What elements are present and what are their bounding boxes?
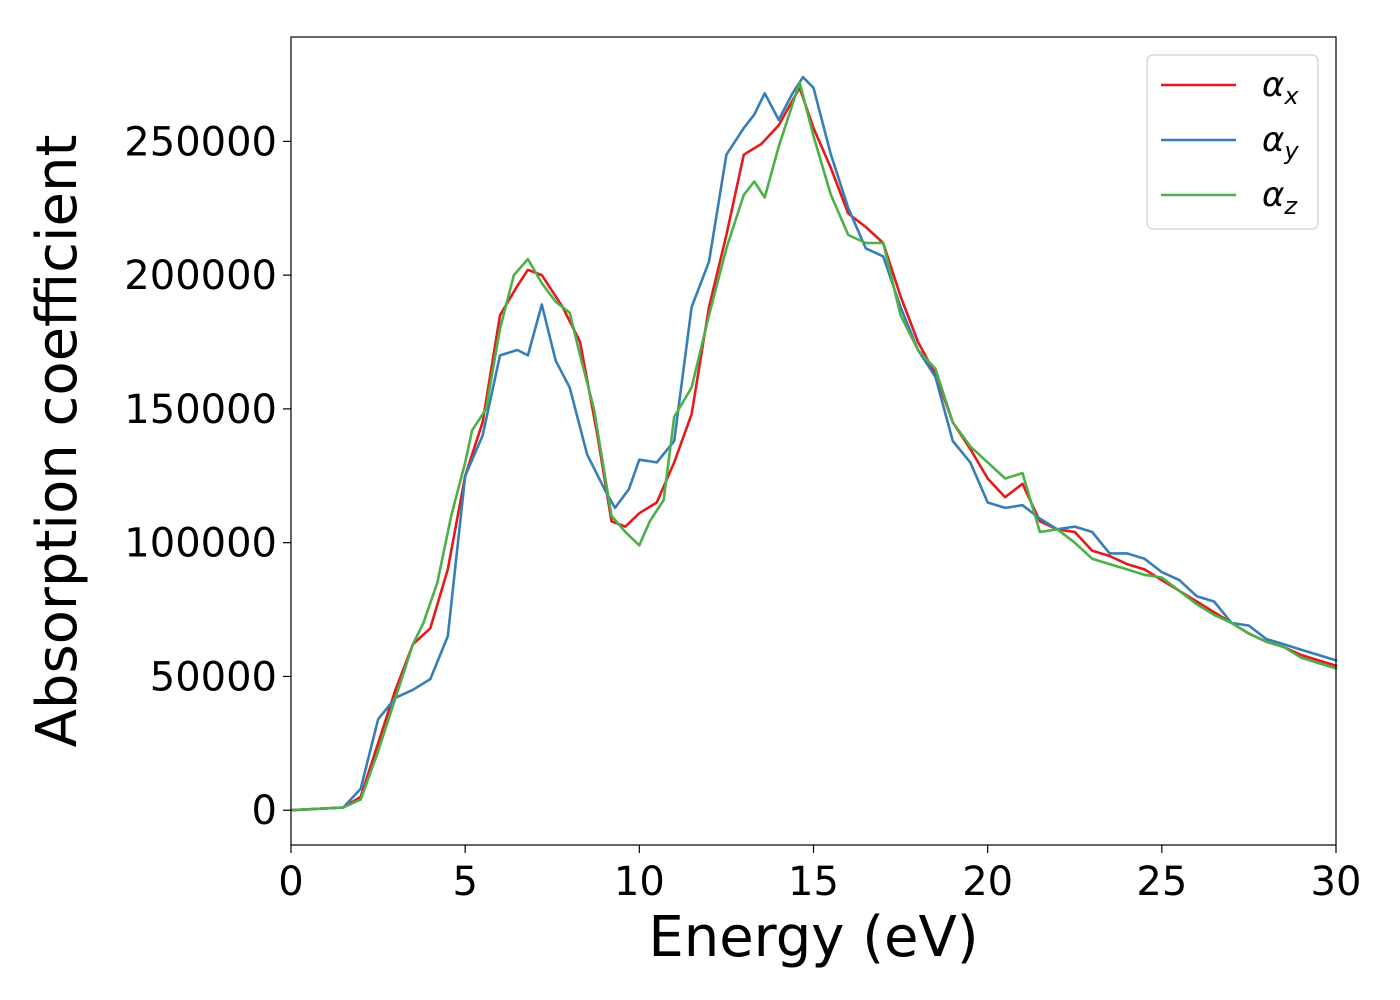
x-axis-label: Energy (eV) bbox=[648, 905, 978, 970]
y-tick-label: 50000 bbox=[150, 654, 277, 700]
series-line-y bbox=[289, 75, 1338, 812]
x-tick-label: 20 bbox=[962, 859, 1013, 905]
legend-label-x: αx bbox=[1262, 65, 1299, 110]
series-line-z bbox=[289, 81, 1338, 812]
legend: αx αy αz bbox=[1146, 54, 1319, 230]
y-axis: 0 50000 100000 150000 200000 250000 bbox=[124, 119, 291, 834]
x-tick-label: 15 bbox=[788, 859, 839, 905]
y-tick-label: 150000 bbox=[124, 387, 277, 433]
legend-box bbox=[1146, 54, 1319, 230]
legend-label-z: αz bbox=[1262, 175, 1298, 220]
x-tick-label: 30 bbox=[1311, 859, 1362, 905]
y-axis-label: Absorption coefficient bbox=[25, 135, 90, 748]
y-tick-label: 200000 bbox=[124, 253, 277, 299]
x-axis: 0 5 10 15 20 25 30 bbox=[278, 845, 1361, 905]
y-tick-label: 100000 bbox=[124, 521, 277, 567]
y-tick-label: 250000 bbox=[124, 119, 277, 165]
x-tick-label: 5 bbox=[452, 859, 477, 905]
plot-lines bbox=[289, 75, 1338, 812]
series-line-x bbox=[289, 86, 1338, 812]
legend-label-y: αy bbox=[1262, 120, 1299, 165]
x-tick-label: 10 bbox=[614, 859, 665, 905]
x-tick-label: 0 bbox=[278, 859, 303, 905]
x-tick-label: 25 bbox=[1136, 859, 1187, 905]
y-tick-label: 0 bbox=[252, 788, 277, 834]
